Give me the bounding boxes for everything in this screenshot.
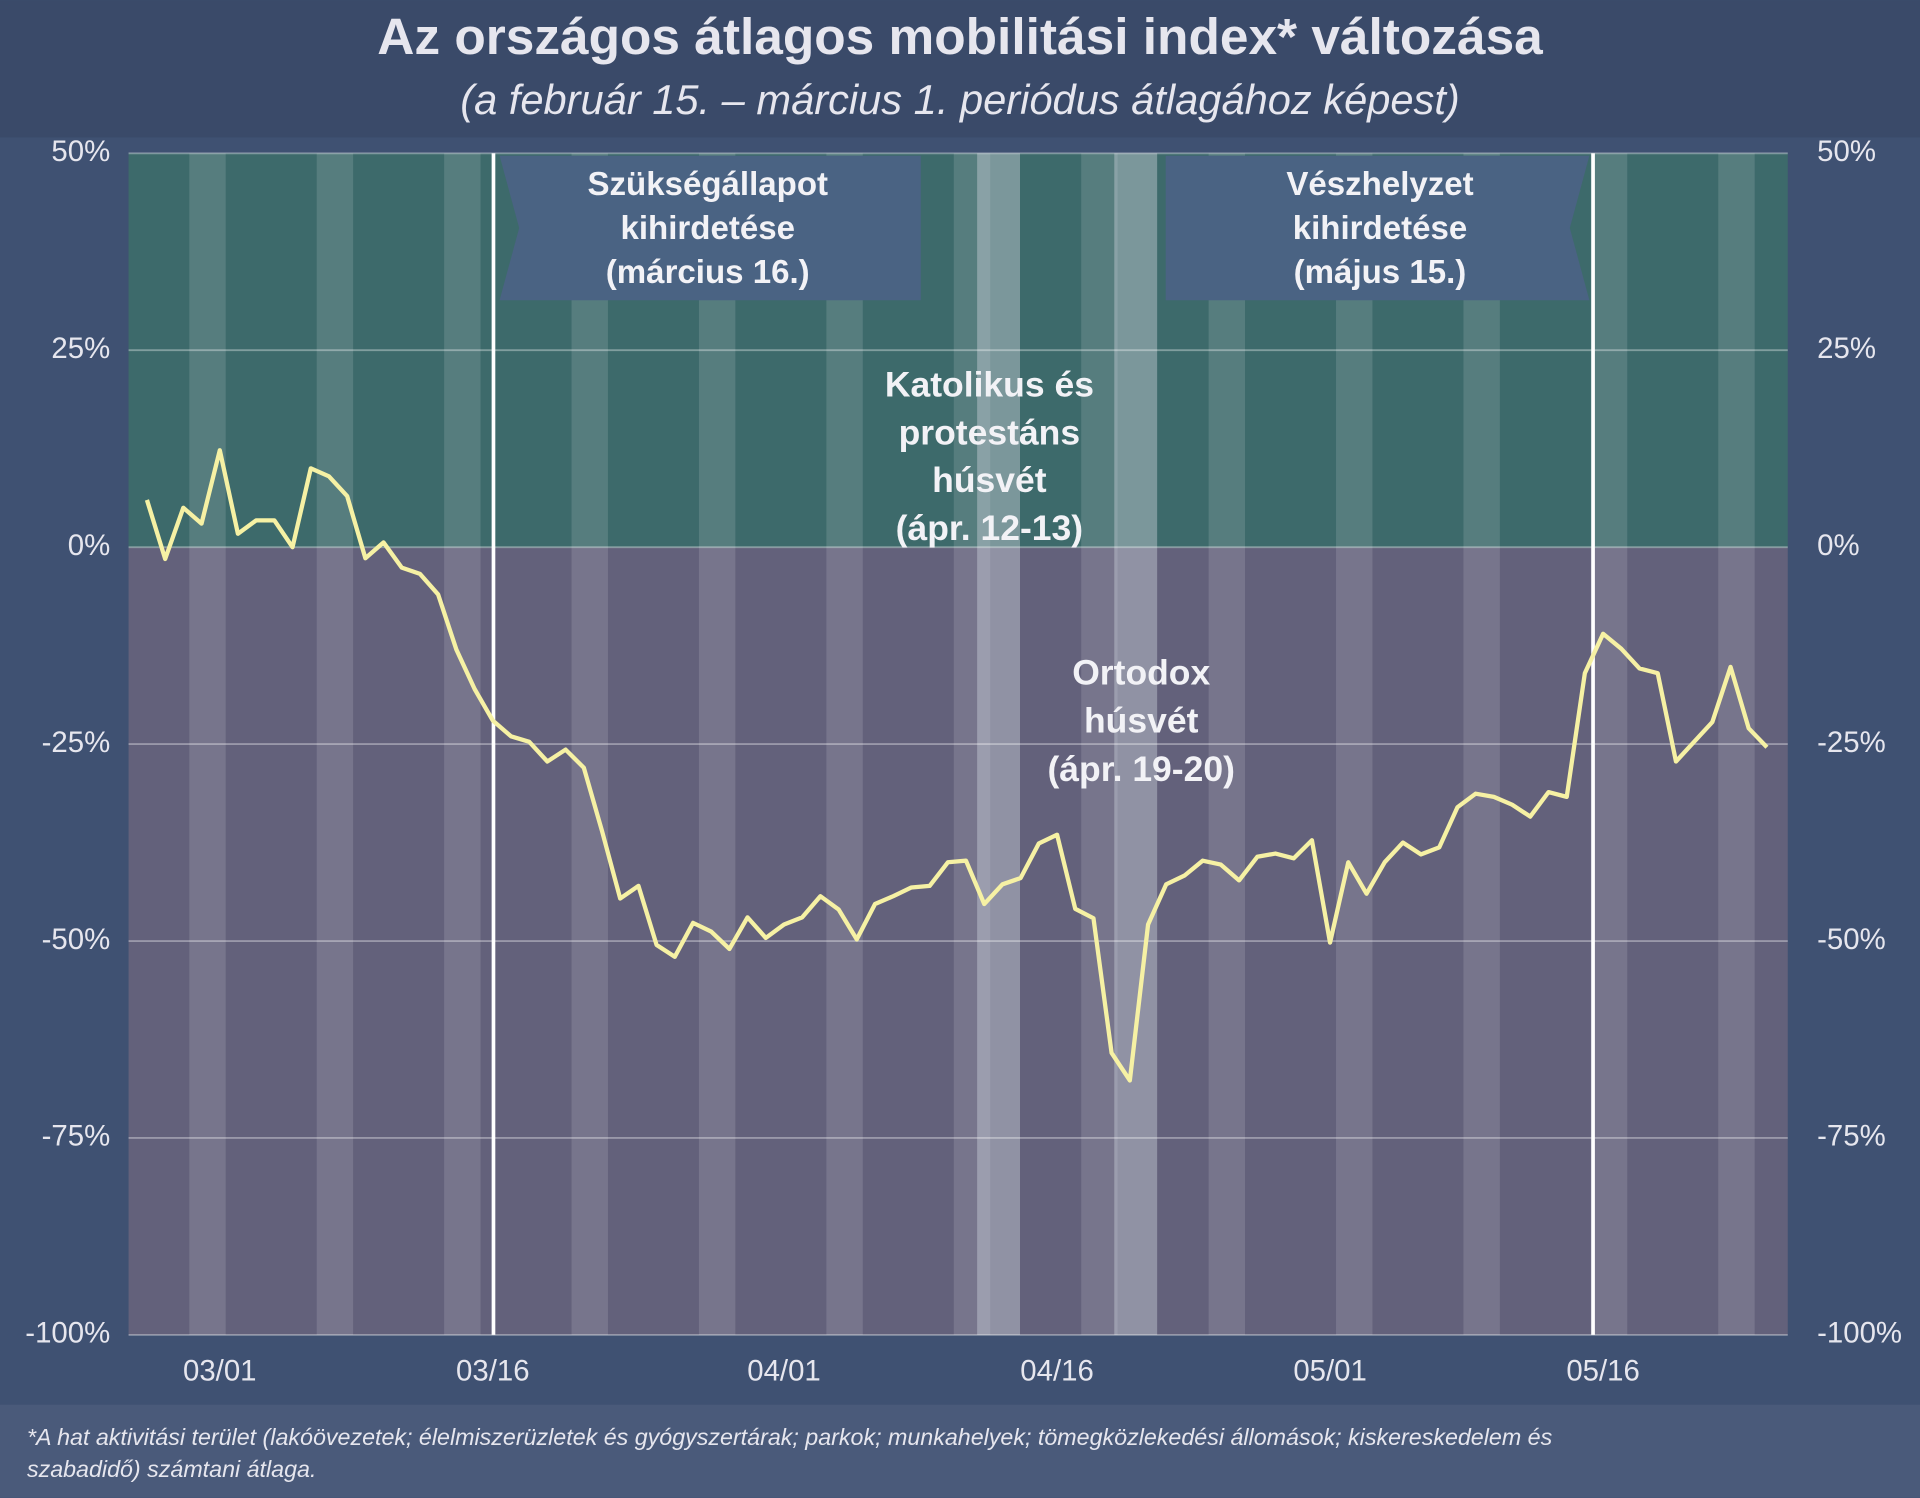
y-tick-label: 25% <box>51 332 110 365</box>
annotation: Katolikus és <box>885 365 1094 405</box>
weekend-stripe <box>1718 153 1755 1335</box>
weekend-stripe <box>316 153 354 1335</box>
annotation: (március 16.) <box>606 254 810 291</box>
y2-tick-label: -25% <box>1817 726 1886 759</box>
chart-title: Az országos átlagos mobilitási index* vá… <box>377 7 1543 65</box>
annotation: húsvét <box>932 460 1047 500</box>
footnote: szabadidő) számtani átlaga. <box>27 1456 317 1482</box>
annotation-box <box>499 155 921 301</box>
annotation: Ortodox <box>1072 652 1210 692</box>
annotation: Vészhelyzet <box>1286 166 1473 203</box>
annotation: kihirdetése <box>621 210 795 247</box>
annotation: (május 15.) <box>1294 254 1467 291</box>
annotation: (ápr. 12-13) <box>896 508 1083 548</box>
y2-tick-label: 50% <box>1817 135 1876 168</box>
annotation: húsvét <box>1084 701 1199 741</box>
annotation: (ápr. 19-20) <box>1047 749 1234 789</box>
footnote: *A hat aktivitási terület (lakóövezetek;… <box>27 1424 1553 1450</box>
orthodox-easter-band <box>1114 153 1158 1335</box>
title-band <box>0 0 1920 138</box>
weekend-stripe <box>189 153 226 1335</box>
weekend-stripe <box>1463 153 1500 1335</box>
weekend-stripe <box>1081 153 1118 1335</box>
y-tick-label: -25% <box>42 726 111 759</box>
weekend-stripe <box>826 153 863 1335</box>
weekend-stripe <box>1590 153 1628 1335</box>
negative-zone <box>128 547 1788 1335</box>
x-tick-label: 03/01 <box>183 1355 257 1388</box>
y2-tick-label: 0% <box>1817 529 1859 562</box>
y2-tick-label: -75% <box>1817 1120 1886 1153</box>
weekend-stripe <box>571 153 608 1335</box>
y-tick-label: -50% <box>42 923 111 956</box>
annotation: Szükségállapot <box>587 166 828 203</box>
easter-band <box>977 153 1020 1335</box>
x-tick-label: 03/16 <box>456 1355 530 1388</box>
x-tick-label: 05/01 <box>1293 1355 1367 1388</box>
y2-tick-label: -100% <box>1817 1317 1902 1350</box>
weekend-stripe <box>698 153 736 1335</box>
annotation-box <box>1165 155 1590 301</box>
x-tick-label: 04/16 <box>1020 1355 1094 1388</box>
annotation: kihirdetése <box>1293 210 1468 247</box>
y-tick-label: 0% <box>68 529 110 562</box>
footer-band <box>0 1404 1920 1498</box>
y2-tick-label: -50% <box>1817 923 1886 956</box>
y-tick-label: -75% <box>42 1120 111 1153</box>
data-line <box>144 448 1769 1083</box>
y-tick-label: 50% <box>51 135 110 168</box>
x-tick-label: 05/16 <box>1566 1355 1640 1388</box>
annotation: protestáns <box>899 412 1081 452</box>
chart-subtitle: (a február 15. – március 1. periódus átl… <box>460 76 1460 123</box>
weekend-stripe <box>1336 153 1373 1335</box>
y2-tick-label: 25% <box>1817 332 1876 365</box>
weekend-stripe <box>444 153 481 1335</box>
weekend-stripe <box>1208 153 1246 1335</box>
weekend-stripe <box>953 153 991 1335</box>
y-tick-label: -100% <box>25 1317 110 1350</box>
x-tick-label: 04/01 <box>747 1355 821 1388</box>
